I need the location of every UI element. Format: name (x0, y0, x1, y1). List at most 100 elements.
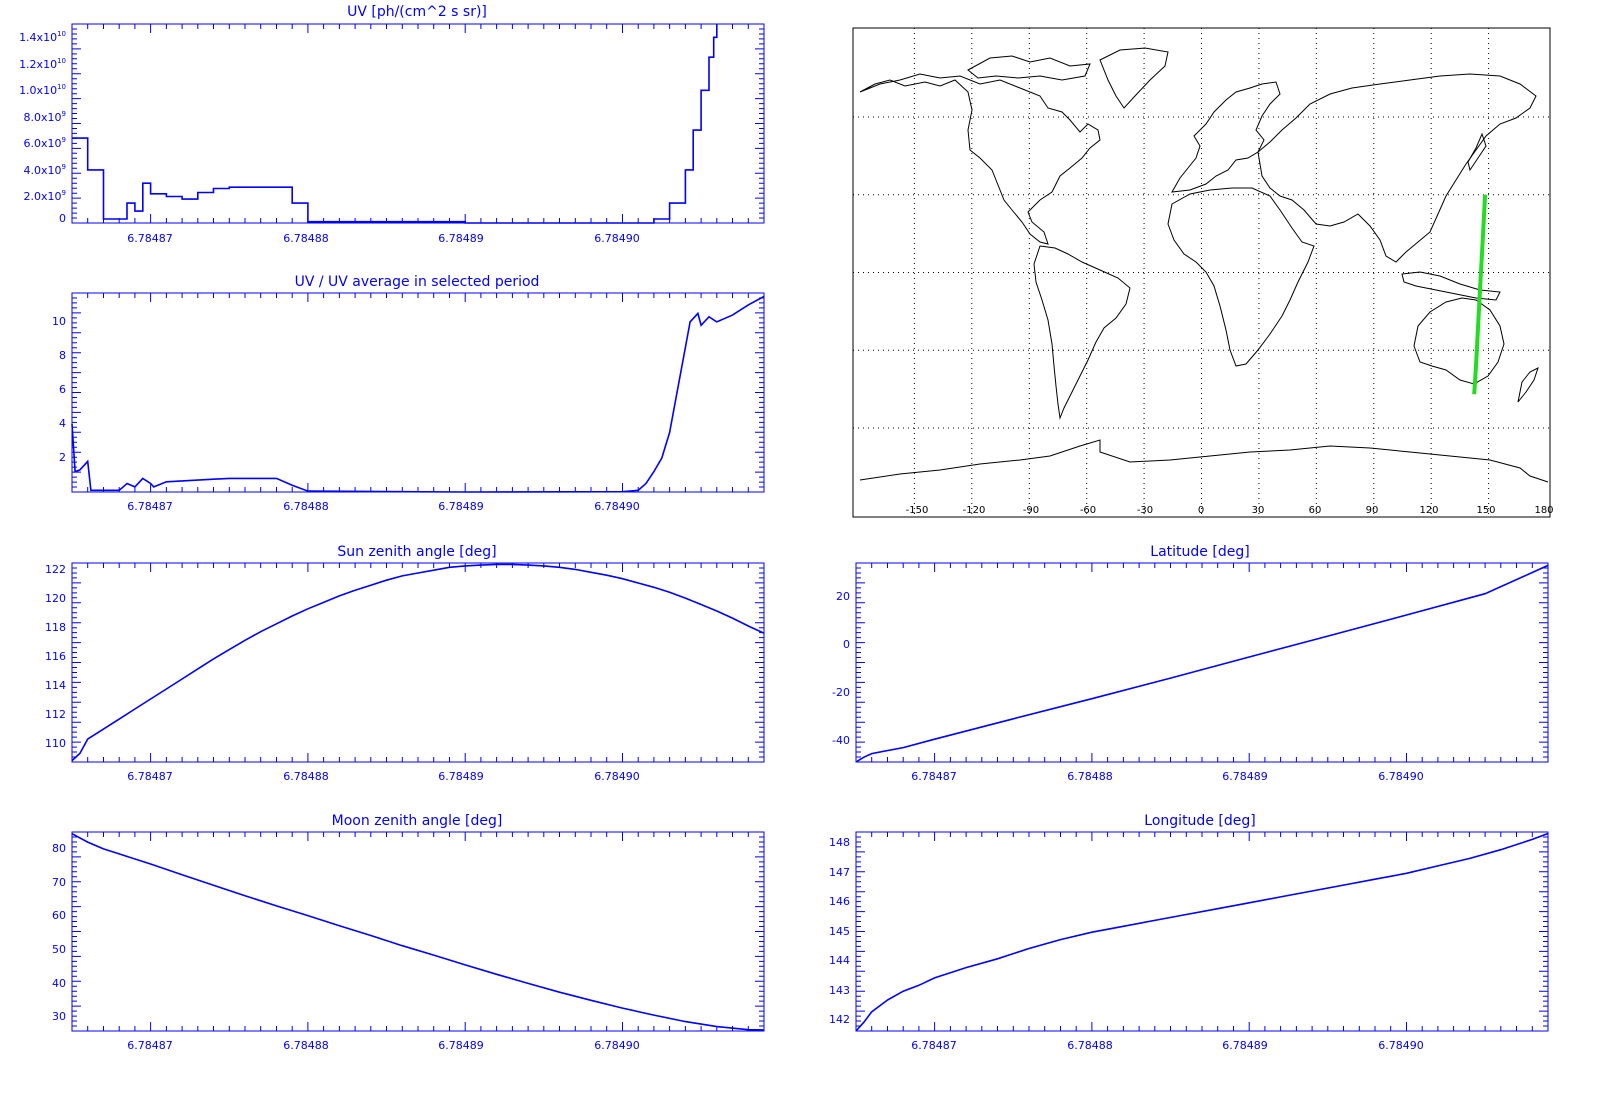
x-tick-label: 6.78488 (1067, 1039, 1113, 1052)
moon-zenith-chart-ticks (71, 831, 765, 1032)
latitude-chart-y-tick-labels: 20 0 -20 -40 (832, 590, 850, 747)
lon-tick-label: 60 (1309, 505, 1322, 516)
y-tick-label: 144 (829, 954, 850, 967)
y-tick-label: 60 (52, 909, 66, 922)
y-tick-label: 1.4x1010 (19, 30, 66, 44)
x-tick-label: 6.78490 (594, 232, 640, 245)
uv-ratio-chart-title: UV / UV average in selected period (295, 274, 540, 290)
europe-outline (1171, 81, 1281, 193)
sun-zenith-chart-x-tick-labels: 6.78487 6.78488 6.78489 6.78490 (127, 770, 640, 783)
y-tick-label: 145 (829, 925, 850, 938)
y-tick-label: 116 (45, 650, 66, 663)
y-tick-label: 4.0x109 (24, 163, 66, 177)
x-tick-label: 6.78489 (438, 232, 484, 245)
sun-zenith-chart-y-tick-labels: 122 120 118 116 114 112 110 (45, 563, 66, 750)
map-longitude-tick-labels: -150 -120 -90 -60 -30 0 30 60 90 120 150… (906, 505, 1554, 516)
y-tick-label: 50 (52, 943, 66, 956)
x-tick-label: 6.78488 (283, 232, 329, 245)
moon-zenith-chart-title: Moon zenith angle [deg] (332, 813, 503, 829)
y-tick-label: 10 (52, 315, 66, 328)
satellite-ground-track (1472, 194, 1488, 395)
lon-tick-label: 180 (1534, 505, 1553, 516)
x-tick-label: 6.78489 (438, 1039, 484, 1052)
y-tick-label: 112 (45, 708, 66, 721)
y-tick-label: 114 (45, 679, 66, 692)
arctic-islands-outline (967, 55, 1091, 81)
longitude-panel: Longitude [deg] 6.78487 6.78488 6.78489 … (829, 813, 1549, 1052)
moon-zenith-panel: Moon zenith angle [deg] 6.78487 6.78488 … (52, 813, 765, 1052)
uv-chart-frame (71, 23, 765, 224)
map-graticule (853, 28, 1550, 517)
y-tick-label: 143 (829, 984, 850, 997)
uv-panel: UV [ph/(cm^2 s sr)] 6.78487 6.78488 6.78… (19, 4, 765, 245)
uv-ratio-chart-ticks (71, 292, 765, 493)
japan-outline (1467, 132, 1487, 172)
y-tick-label: 70 (52, 876, 66, 889)
sun-zenith-series-line (71, 563, 765, 762)
axis-ticks (71, 831, 765, 1032)
y-tick-label: 30 (52, 1010, 66, 1023)
australia-outline (1413, 297, 1505, 385)
x-tick-label: 6.78487 (911, 1039, 957, 1052)
longitude-series-line (855, 832, 1549, 1032)
uv-ratio-chart-y-tick-labels: 10 8 6 4 2 (52, 315, 66, 464)
x-tick-label: 6.78489 (438, 770, 484, 783)
x-tick-label: 6.78488 (283, 500, 329, 513)
x-tick-label: 6.78490 (594, 770, 640, 783)
southeast-asia-islands-outline (1401, 271, 1501, 301)
y-tick-label: 146 (829, 895, 850, 908)
sun-zenith-panel: Sun zenith angle [deg] 6.78487 6.78488 6… (45, 544, 765, 783)
x-tick-label: 6.78487 (911, 770, 957, 783)
lon-tick-label: 30 (1252, 505, 1265, 516)
y-tick-label: 6 (59, 383, 66, 396)
y-tick-label: 142 (829, 1013, 850, 1026)
greenland-outline (1099, 47, 1169, 109)
lon-tick-label: 0 (1198, 505, 1204, 516)
africa-outline (1167, 187, 1315, 367)
south-america-outline (1033, 245, 1131, 420)
y-tick-label: 1.2x1010 (19, 57, 66, 71)
ground-track-line (1472, 194, 1488, 395)
x-tick-label: 6.78487 (127, 232, 173, 245)
lon-tick-label: -60 (1080, 505, 1096, 516)
x-tick-label: 6.78487 (127, 500, 173, 513)
lon-tick-label: 150 (1476, 505, 1495, 516)
y-tick-label: 8.0x109 (24, 110, 66, 124)
moon-zenith-chart-y-tick-labels: 80 70 60 50 40 30 (52, 842, 66, 1023)
latitude-chart-title: Latitude [deg] (1150, 544, 1249, 560)
y-tick-label: 20 (836, 590, 850, 603)
antarctica-outline (859, 439, 1549, 483)
uv-chart-y-tick-labels: 1.4x1010 1.2x1010 1.0x1010 8.0x109 6.0x1… (19, 30, 66, 225)
x-tick-label: 6.78490 (1378, 770, 1424, 783)
lon-tick-label: -120 (963, 505, 986, 516)
y-tick-label: 4 (59, 417, 66, 430)
axis-ticks (855, 831, 1549, 1032)
longitude-chart-ticks (855, 831, 1549, 1032)
y-tick-label: 2.0x109 (24, 189, 66, 203)
y-tick-label: 0 (59, 212, 66, 225)
x-tick-label: 6.78489 (438, 500, 484, 513)
y-tick-label: 80 (52, 842, 66, 855)
y-tick-label: 147 (829, 866, 850, 879)
y-tick-label: 6.0x109 (24, 136, 66, 150)
lon-tick-label: -150 (906, 505, 929, 516)
y-tick-label: 120 (45, 592, 66, 605)
uv-ratio-chart-x-tick-labels: 6.78487 6.78488 6.78489 6.78490 (127, 500, 640, 513)
asia-outline (1257, 73, 1537, 263)
uv-chart-title: UV [ph/(cm^2 s sr)] (347, 4, 487, 20)
y-tick-label: 118 (45, 621, 66, 634)
y-tick-label: 0 (843, 638, 850, 651)
longitude-chart-title: Longitude [deg] (1144, 813, 1255, 829)
y-tick-label: -40 (832, 734, 850, 747)
y-tick-label: 110 (45, 737, 66, 750)
x-tick-label: 6.78488 (283, 770, 329, 783)
x-tick-label: 6.78488 (1067, 770, 1113, 783)
y-tick-label: 148 (829, 836, 850, 849)
uv-chart-x-tick-labels: 6.78487 6.78488 6.78489 6.78490 (127, 232, 640, 245)
uv-ratio-series-line (71, 295, 765, 493)
x-tick-label: 6.78487 (127, 770, 173, 783)
north-america-outline (859, 73, 1101, 245)
sun-zenith-chart-title: Sun zenith angle [deg] (337, 544, 496, 560)
